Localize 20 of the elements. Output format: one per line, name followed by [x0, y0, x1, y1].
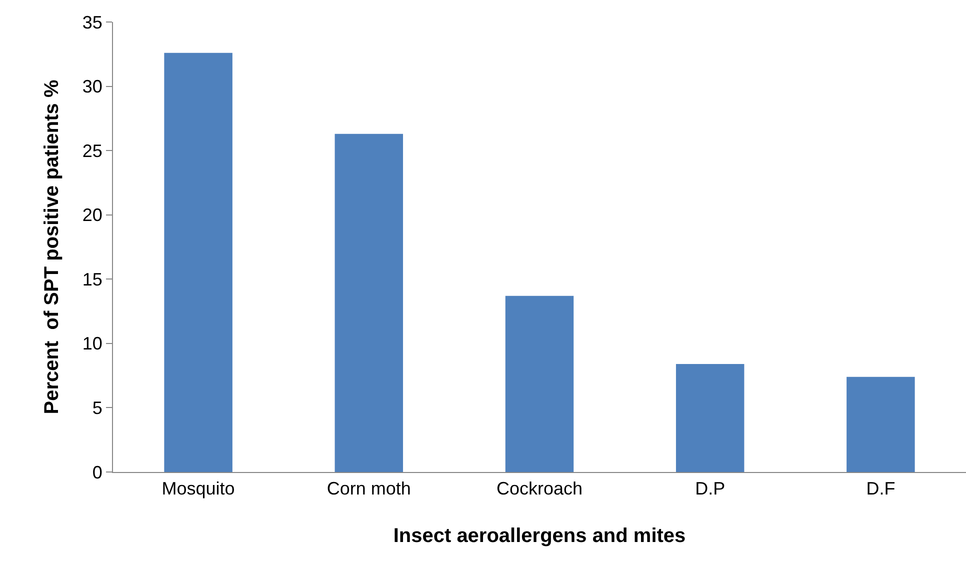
y-tick-label: 35 — [82, 12, 102, 32]
x-axis-title: Insect aeroallergens and mites — [393, 525, 686, 548]
y-tick-label: 0 — [92, 462, 102, 482]
bar — [164, 52, 232, 472]
y-tick-label: 20 — [82, 205, 102, 226]
y-tick-label: 15 — [82, 269, 102, 290]
x-tick-label: Cockroach — [496, 478, 583, 499]
x-tick-label: D.F — [866, 478, 896, 499]
x-tick-label: D.P — [695, 478, 726, 499]
y-tick-label: 25 — [82, 140, 102, 161]
bar — [676, 364, 744, 472]
bar — [505, 296, 574, 472]
y-axis-title: Percent of SPT positive patients % — [40, 80, 63, 414]
bar — [846, 376, 915, 472]
y-tick-label: 30 — [82, 76, 102, 97]
x-tick-label: Corn moth — [326, 478, 411, 499]
y-tick-label: 10 — [82, 334, 102, 354]
y-tick-label: 5 — [92, 398, 102, 418]
x-tick-label: Mosquito — [162, 478, 235, 499]
bar — [334, 134, 404, 472]
